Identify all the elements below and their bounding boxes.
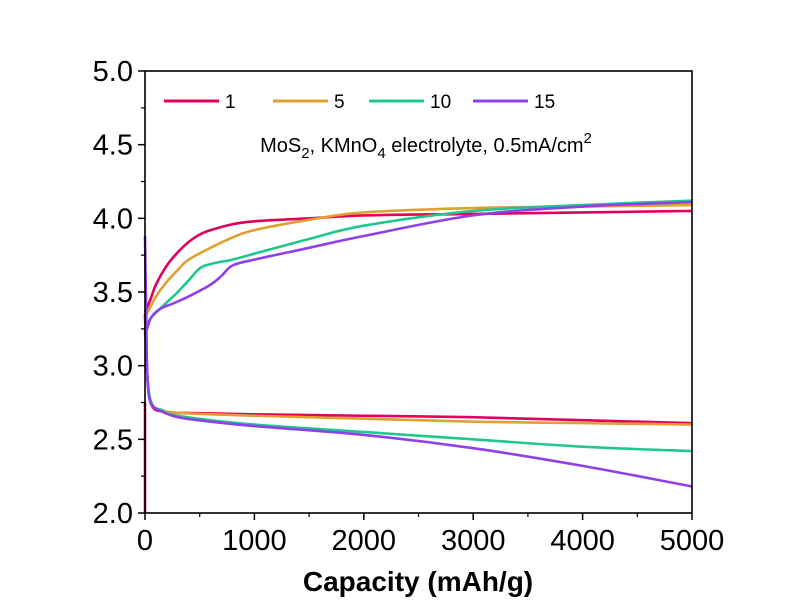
legend-label: 1 [225, 92, 236, 113]
annotation-subscript: 2 [301, 145, 309, 162]
annotation-subscript: 4 [377, 145, 385, 162]
series-5-discharge-line [143, 316, 693, 426]
legend-item-10: 10 [369, 92, 451, 113]
annotation-part: , KMnO [310, 135, 378, 157]
legend-label: 15 [534, 92, 555, 113]
x-tick-label: 3000 [441, 525, 506, 557]
legend-item-15: 15 [473, 92, 555, 113]
legend: 1 5 10 15 [164, 92, 555, 113]
x-tick-label: 5000 [660, 525, 725, 557]
chart-annotation: MoS2, KMnO4 electrolyte, 0.5mA/cm2 [260, 130, 592, 162]
axis-layer: 2.0 2.5 3.0 3.5 4.0 4.5 5.0 0 1000 2000 3000 4000 50… [93, 56, 725, 557]
annotation-superscript: 2 [584, 130, 592, 147]
y-tick-label: 2.5 [93, 424, 133, 456]
y-tick-label: 3.5 [93, 277, 133, 309]
x-tick-label: 0 [137, 525, 153, 557]
x-tick-label: 2000 [332, 525, 397, 557]
x-tick-label: 1000 [222, 525, 287, 557]
series-10-discharge-line [143, 328, 693, 453]
x-tick-label: 4000 [550, 525, 615, 557]
y-tick-label: 3.0 [93, 351, 133, 383]
legend-label: 5 [334, 92, 345, 113]
y-tick-label: 5.0 [93, 56, 133, 88]
annotation-part: MoS [260, 135, 301, 157]
legend-item-1: 1 [164, 92, 236, 113]
series-1-discharge-line [143, 314, 693, 425]
annotation-part: electrolyte, 0.5mA/cm [386, 135, 584, 157]
y-tick-label: 2.0 [93, 498, 133, 530]
legend-item-5: 5 [273, 92, 345, 113]
series-layer [143, 199, 693, 513]
series-10-charge-line [143, 199, 693, 330]
x-axis-label: Capacity (mAh/g) [303, 566, 533, 597]
series-5-charge-line [143, 203, 693, 318]
series-15-charge-line [143, 200, 693, 337]
y-tick-label: 4.0 [93, 203, 133, 235]
legend-label: 10 [430, 92, 451, 113]
series-15-discharge-line [143, 235, 693, 488]
y-tick-label: 4.5 [93, 130, 133, 162]
